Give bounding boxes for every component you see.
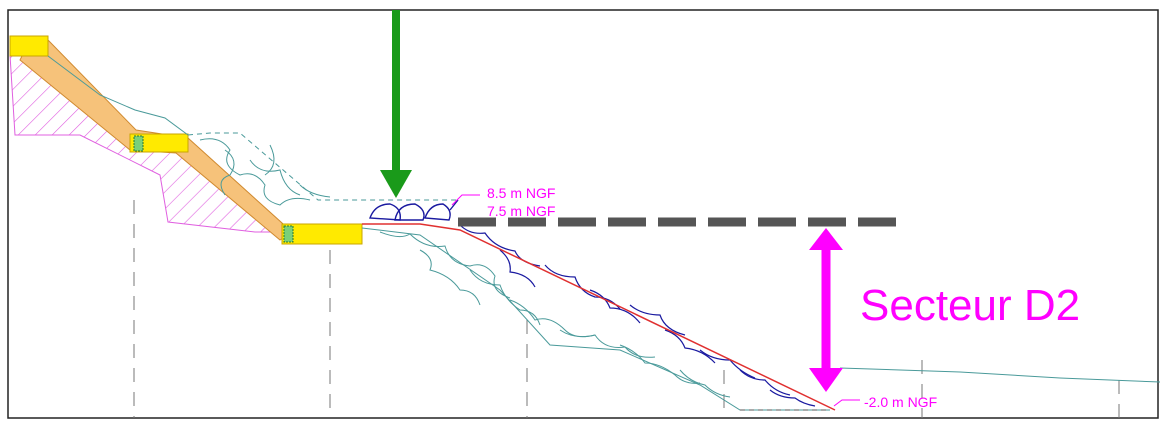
lower-rock-fill — [361, 227, 1161, 411]
armour-rocks — [459, 224, 816, 407]
green-down-arrow — [380, 10, 412, 198]
upper-rock-fill — [47, 55, 460, 206]
yellow-berm-middle — [129, 133, 189, 153]
crest-rocks — [369, 199, 459, 221]
label-leaders — [451, 194, 860, 407]
diagram-frame — [7, 9, 1159, 419]
sector-label: Secteur D2 — [860, 281, 1080, 330]
level-label-minus-2: -2.0 m NGF — [864, 394, 937, 410]
yellow-berm-bottom — [281, 223, 363, 245]
design-profile-line — [362, 223, 836, 411]
green-marker-middle — [133, 135, 144, 152]
magenta-double-arrow — [809, 228, 843, 392]
grid-lines — [133, 200, 1120, 418]
yellow-berm-top — [9, 35, 49, 57]
level-label-8-5: 8.5 m NGF — [487, 185, 555, 201]
green-marker-bottom — [283, 225, 294, 243]
level-label-7-5: 7.5 m NGF — [487, 203, 555, 219]
